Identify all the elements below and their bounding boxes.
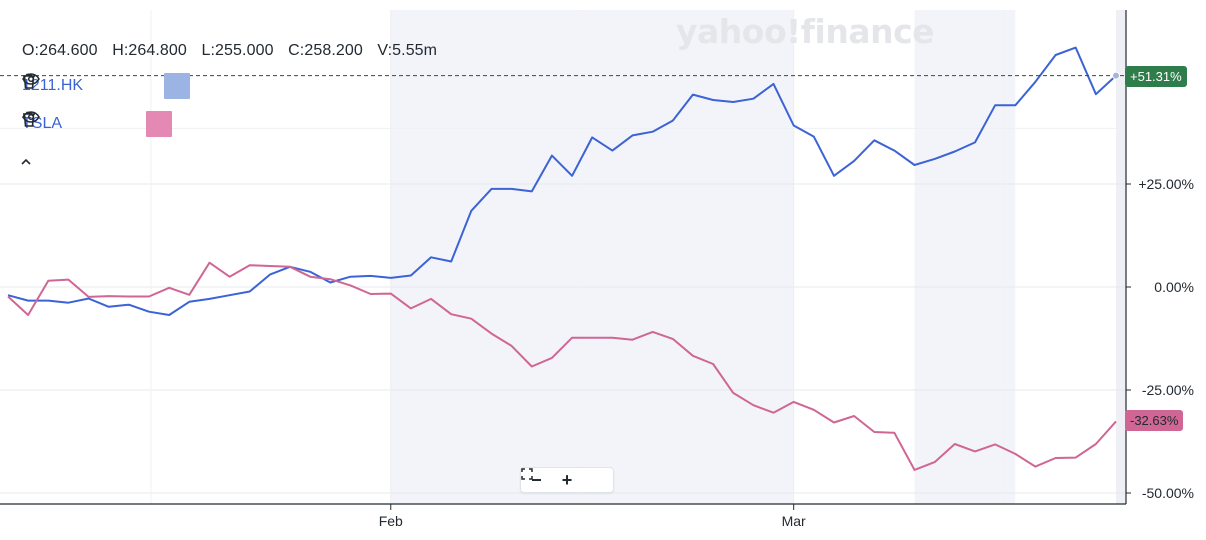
session-shade [914, 10, 1016, 504]
trash-icon[interactable] [23, 111, 94, 135]
open-value: O:264.600 [22, 42, 98, 59]
low-value: L:255.000 [201, 42, 274, 59]
ohlc-readout: O:264.600 H:264.800 L:255.000 C:258.200 … [22, 42, 447, 60]
volume-value: V:5.55m [377, 42, 438, 59]
color-swatch[interactable] [146, 111, 172, 137]
eye-icon[interactable] [22, 73, 150, 97]
session-shade [390, 10, 794, 504]
eye-icon[interactable] [22, 111, 132, 135]
x-tick-label: Mar [782, 513, 806, 529]
zoom-controls: − + [520, 467, 614, 493]
y-tick-label: -25.00% [1142, 382, 1194, 398]
series-line-tsla [7, 261, 1117, 471]
hk-change-tag: +51.31% [1125, 65, 1187, 87]
legend-item-1211hk: 1211.HK [22, 73, 190, 99]
last-point-marker [1112, 71, 1120, 80]
legend-item-tsla: TSLA [22, 111, 172, 137]
trash-icon[interactable] [23, 73, 112, 97]
zoom-in-button[interactable]: + [561, 469, 573, 490]
series-line-1211hk [7, 46, 1117, 316]
y-tick-label: +25.00% [1138, 176, 1194, 192]
session-shade [1116, 10, 1126, 504]
color-swatch[interactable] [164, 73, 190, 99]
zoom-out-button[interactable]: − [531, 469, 542, 490]
chevron-up-icon[interactable] [20, 158, 42, 184]
high-value: H:264.800 [112, 42, 187, 59]
y-tick-label: 0.00% [1154, 279, 1194, 295]
tsla-change-tag: -32.63% [1125, 410, 1184, 432]
close-value: C:258.200 [288, 42, 363, 59]
yahoo-finance-watermark: yahoo!finance [676, 12, 935, 51]
y-tick-label: -50.00% [1142, 485, 1194, 501]
fullscreen-icon[interactable] [521, 468, 610, 490]
x-tick-label: Feb [379, 513, 403, 529]
